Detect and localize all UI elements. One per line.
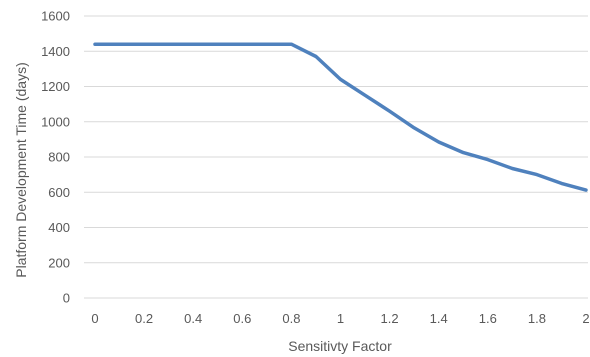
x-tick-label: 2 [582, 311, 589, 326]
x-tick-label: 1 [337, 311, 344, 326]
x-axis-ticks: 0 0.2 0.4 0.6 0.8 1 1.2 1.4 1.6 1.8 2 [91, 311, 589, 326]
y-tick-label: 600 [48, 185, 70, 200]
x-axis-title: Sensitivty Factor [288, 338, 392, 354]
x-tick-label: 0.8 [282, 311, 300, 326]
y-tick-label: 1600 [41, 9, 70, 24]
x-tick-label: 0.6 [233, 311, 251, 326]
y-axis-ticks: 0 200 400 600 800 1000 1200 1400 1600 [41, 9, 70, 306]
series-layer [93, 42, 588, 192]
gridlines [84, 15, 588, 299]
y-tick-label: 0 [63, 291, 70, 306]
y-tick-label: 1400 [41, 44, 70, 59]
y-tick-label: 1000 [41, 114, 70, 129]
x-tick-label: 0.4 [184, 311, 202, 326]
y-tick-label: 800 [48, 150, 70, 165]
x-tick-label: 1.4 [430, 311, 448, 326]
series-line-0 [93, 42, 588, 192]
x-tick-label: 1.6 [479, 311, 497, 326]
x-tick-label: 1.2 [381, 311, 399, 326]
y-tick-label: 200 [48, 255, 70, 270]
y-tick-label: 1200 [41, 79, 70, 94]
x-tick-label: 1.8 [528, 311, 546, 326]
x-tick-label: 0.2 [135, 311, 153, 326]
x-tick-label: 0 [91, 311, 98, 326]
y-axis-title: Platform Development Time (days) [13, 62, 29, 278]
y-tick-label: 400 [48, 220, 70, 235]
